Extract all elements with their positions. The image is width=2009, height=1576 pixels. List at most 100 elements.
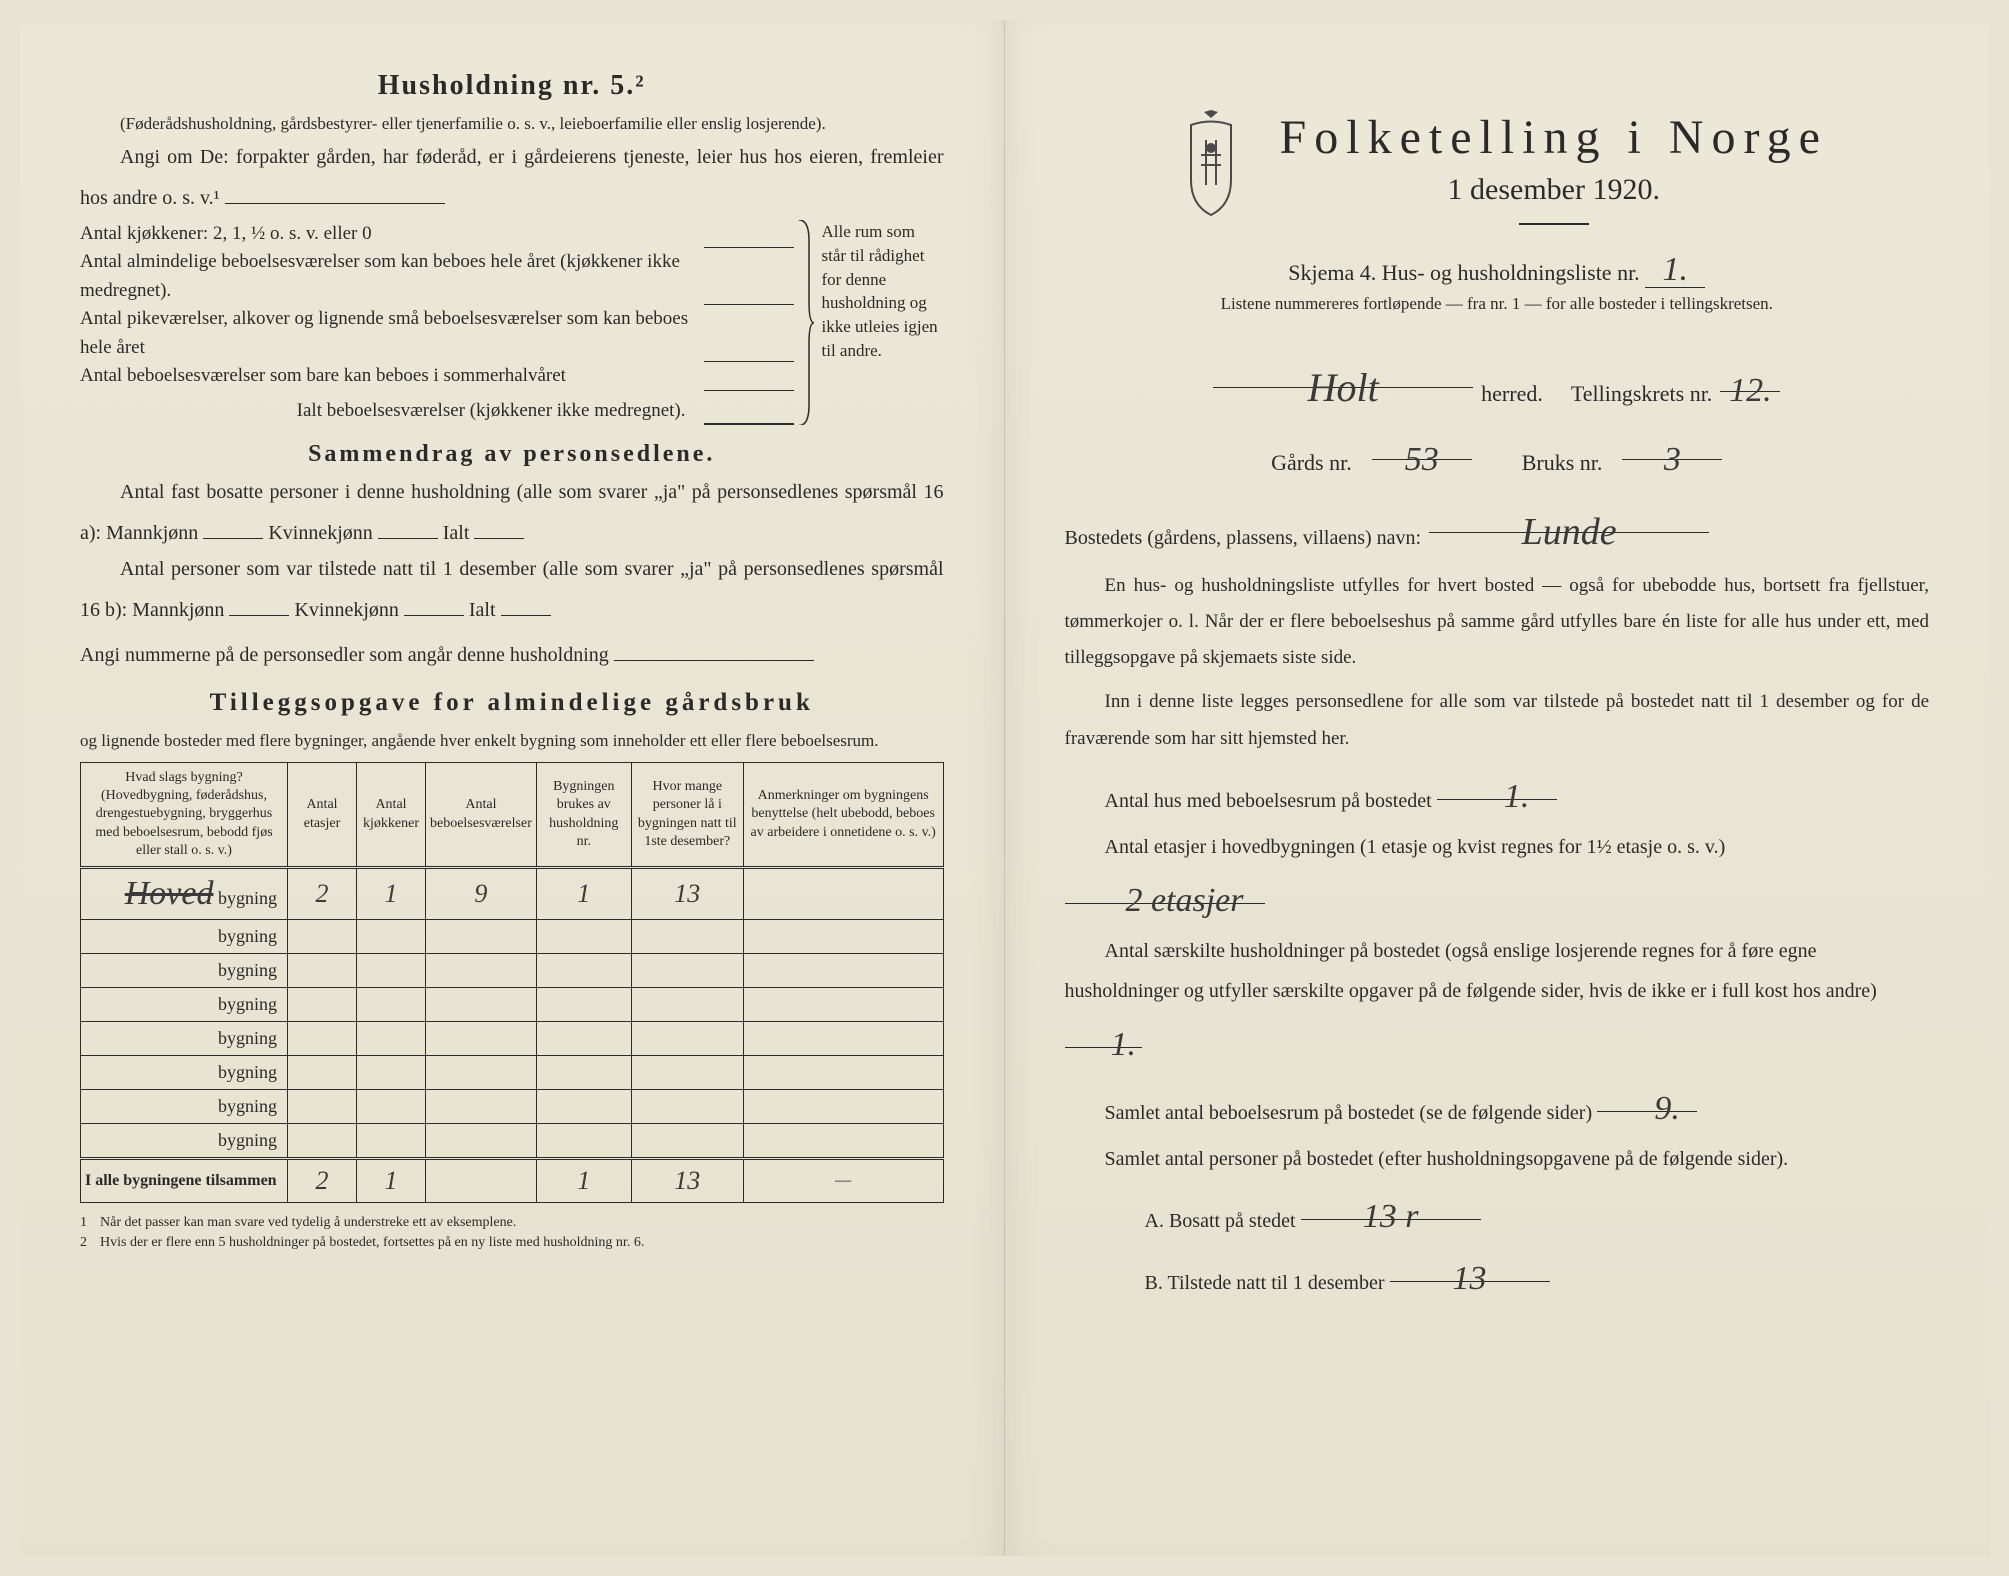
table-row: bygning	[81, 954, 944, 988]
divider	[1519, 223, 1589, 225]
right-header: Folketelling i Norge 1 desember 1920.	[1065, 110, 1930, 241]
footnotes: 1Når det passer kan man svare ved tydeli…	[80, 1213, 944, 1252]
th-c3: Antal kjøkkener	[357, 763, 426, 868]
th-c7: Anmerkninger om bygningens benyttelse (h…	[743, 763, 943, 868]
table-body: Hoved bygning 2 1 9 1 13 bygning bygning…	[81, 868, 944, 1203]
left-heading: Husholdning nr. 5.²	[80, 70, 944, 102]
s2-p1-mann	[203, 508, 263, 539]
table-row: bygning	[81, 988, 944, 1022]
total-c2: 2	[288, 1159, 357, 1203]
empty-label: bygning	[81, 988, 288, 1022]
itemB: B. Tilstede natt til 1 desember 13	[1145, 1245, 1930, 1303]
th-c5: Bygningen brukes av husholdning nr.	[536, 763, 631, 868]
brace-icon	[794, 220, 814, 426]
gard-lbl: Gårds nr.	[1271, 439, 1352, 487]
s2-ialt2: Ialt	[469, 599, 496, 621]
right-para1: En hus- og husholdningsliste utfylles fo…	[1065, 568, 1930, 676]
total-label: I alle bygningene tilsammen	[81, 1159, 288, 1203]
item4-lbl: Samlet antal beboelsesrum på bostedet (s…	[1105, 1102, 1593, 1124]
brace-right-text: Alle rum som står til rådighet for denne…	[814, 220, 944, 426]
right-title: Folketelling i Norge	[1280, 110, 1828, 165]
herred-row: Holt herred. Tellingskrets nr. 12.	[1065, 344, 1930, 418]
kitchen-label: Antal kjøkkener: 2, 1, ½ o. s. v. eller …	[80, 220, 696, 249]
itemB-lbl: B. Tilstede natt til 1 desember	[1145, 1272, 1385, 1294]
herred-val: Holt	[1213, 344, 1473, 388]
item3-val: 1.	[1065, 1011, 1143, 1048]
rooms-r2-val	[704, 305, 794, 362]
rooms-total: Ialt beboelsesværelser (kjøkkener ikke m…	[80, 397, 794, 426]
section3-title: Tilleggsopgave for almindelige gårdsbruk	[80, 689, 944, 717]
bosted-lbl: Bostedets (gårdens, plassens, villaens) …	[1065, 516, 1422, 560]
right-title-block: Folketelling i Norge 1 desember 1920.	[1280, 110, 1828, 241]
rooms-total-lbl: Ialt beboelsesværelser (kjøkkener ikke m…	[80, 397, 696, 426]
rooms-r3-lbl: Antal beboelsesværelser som bare kan beb…	[80, 362, 696, 391]
s2-p3-val	[614, 630, 814, 661]
empty-label: bygning	[81, 920, 288, 954]
rooms-block: Antal kjøkkener: 2, 1, ½ o. s. v. eller …	[80, 220, 944, 426]
row1-suffix: bygning	[218, 888, 277, 908]
bruk-lbl: Bruks nr.	[1522, 439, 1603, 487]
rooms-r2-lbl: Antal pikeværelser, alkover og lignende …	[80, 305, 696, 362]
s2-p1-kvinne	[378, 508, 438, 539]
kitchen-val	[704, 220, 794, 249]
s2-kvinne1: Kvinnekjønn	[268, 522, 372, 544]
th-c1: Hvad slags bygning? (Hovedbygning, føder…	[81, 763, 288, 868]
intro2-blank	[225, 173, 445, 204]
table-row: bygning	[81, 1124, 944, 1159]
total-c5: 1	[536, 1159, 631, 1203]
fn2-text: Hvis der er flere enn 5 husholdninger på…	[100, 1235, 644, 1250]
table-row: bygning	[81, 1022, 944, 1056]
s2-p3-lbl: Angi nummerne på de personsedler som ang…	[80, 644, 609, 666]
table-head: Hvad slags bygning? (Hovedbygning, føder…	[81, 763, 944, 868]
right-body: Holt herred. Tellingskrets nr. 12. Gårds…	[1065, 344, 1930, 560]
bruk-val: 3	[1622, 423, 1722, 460]
th-c1-main: Hvad slags bygning?	[85, 769, 283, 787]
s2-kvinne2: Kvinnekjønn	[294, 599, 398, 621]
total-c3: 1	[357, 1159, 426, 1203]
intro2-text: Angi om De: forpakter gården, har føderå…	[80, 146, 944, 209]
empty-label: bygning	[81, 1124, 288, 1159]
item1: Antal hus med beboelsesrum på bostedet 1…	[1065, 763, 1930, 821]
itemA-lbl: A. Bosatt på stedet	[1145, 1210, 1296, 1232]
row1-c5: 1	[536, 868, 631, 920]
table-row: bygning	[81, 1090, 944, 1124]
s2-p2: Antal personer som var tilstede natt til…	[80, 553, 944, 626]
right-para2: Inn i denne liste legges personsedlene f…	[1065, 684, 1930, 756]
th-c2: Antal etasjer	[288, 763, 357, 868]
rooms-r1: Antal almindelige beboelsesværelser som …	[80, 248, 794, 305]
subnote: Listene nummereres fortløpende — fra nr.…	[1065, 294, 1930, 314]
itemB-val: 13	[1390, 1245, 1550, 1282]
skjema-val: 1.	[1645, 251, 1705, 288]
row1-c3: 1	[357, 868, 426, 920]
s2-p1-ialt	[474, 508, 524, 539]
total-c7: —	[743, 1159, 943, 1203]
bosted-row: Bostedets (gårdens, plassens, villaens) …	[1065, 491, 1930, 560]
empty-label: bygning	[81, 1056, 288, 1090]
item4: Samlet antal beboelsesrum på bostedet (s…	[1065, 1075, 1930, 1133]
total-c4	[426, 1159, 537, 1203]
s2-ialt1: Ialt	[443, 522, 470, 544]
rooms-r2: Antal pikeværelser, alkover og lignende …	[80, 305, 794, 362]
rooms-total-val	[704, 397, 794, 426]
rooms-r3-val	[704, 362, 794, 391]
footnote-2: 2Hvis der er flere enn 5 husholdninger p…	[80, 1233, 944, 1253]
left-page: Husholdning nr. 5.² (Føderådshusholdning…	[20, 20, 1005, 1556]
th-c4: Antal beboelsesværelser	[426, 763, 537, 868]
table-row: bygning	[81, 920, 944, 954]
footnote-1: 1Når det passer kan man svare ved tydeli…	[80, 1213, 944, 1233]
fn1-text: Når det passer kan man svare ved tydelig…	[100, 1215, 516, 1230]
s2-p2-mann	[229, 585, 289, 616]
right-subtitle: 1 desember 1920.	[1280, 173, 1828, 207]
table-row: bygning	[81, 1056, 944, 1090]
herred-lbl: herred.	[1481, 370, 1543, 418]
document-spread: Husholdning nr. 5.² (Føderådshusholdning…	[20, 20, 1989, 1556]
empty-label: bygning	[81, 954, 288, 988]
s3-sub: og lignende bosteder med flere bygninger…	[80, 727, 944, 754]
row1-label: Hoved bygning	[81, 868, 288, 920]
rooms-r3: Antal beboelsesværelser som bare kan beb…	[80, 362, 794, 391]
skjema-lbl: Skjema 4. Hus- og husholdningsliste nr.	[1288, 260, 1639, 285]
itemA: A. Bosatt på stedet 13 r	[1145, 1183, 1930, 1241]
th-c6: Hvor mange personer lå i bygningen natt …	[631, 763, 743, 868]
item2: Antal etasjer i hovedbygningen (1 etasje…	[1065, 827, 1930, 925]
row1-c2: 2	[288, 868, 357, 920]
